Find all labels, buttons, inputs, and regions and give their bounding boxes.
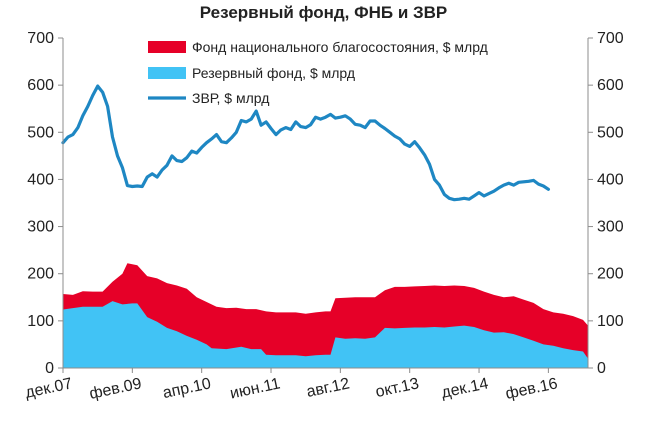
y-tick-label-left: 300 [27, 219, 54, 236]
y-tick-label-right: 100 [597, 313, 624, 330]
y-tick-label-right: 300 [597, 219, 624, 236]
y-tick-label-right: 0 [597, 360, 606, 377]
y-tick-label-right: 500 [597, 124, 624, 141]
legend-swatch-reserve-fund [148, 67, 186, 79]
series-line-zvr [61, 84, 550, 202]
legend-label-reserve-fund: Резервный фонд, $ млрд [192, 65, 355, 81]
y-tick-label-left: 100 [27, 313, 54, 330]
legend-label-fnb: Фонд национального благосостояния, $ млр… [192, 39, 488, 55]
x-tick-label: фев.16 [504, 375, 559, 403]
series-area-reserve-fund [63, 301, 588, 368]
x-tick-label: июн.11 [229, 375, 282, 402]
x-tick-label: апр.10 [161, 375, 212, 402]
y-tick-label-left: 200 [27, 266, 54, 283]
y-tick-label-right: 700 [597, 30, 624, 47]
x-tick-label: дек.07 [24, 375, 74, 402]
x-tick-label: авг.12 [305, 375, 351, 401]
y-tick-label-left: 600 [27, 77, 54, 94]
y-tick-label-left: 0 [45, 360, 54, 377]
y-tick-label-right: 600 [597, 77, 624, 94]
legend-swatch-fnb [148, 41, 186, 53]
x-tick-label: фев.09 [88, 375, 143, 403]
x-tick-label: дек.14 [440, 375, 490, 402]
y-tick-label-left: 500 [27, 124, 54, 141]
chart-title: Резервный фонд, ФНБ и ЗВР [199, 3, 448, 22]
legend-label-zvr: ЗВР, $ млрд [192, 90, 269, 106]
y-tick-label-left: 700 [27, 30, 54, 47]
y-tick-label-right: 400 [597, 171, 624, 188]
x-tick-label: окт.13 [374, 375, 421, 401]
y-tick-label-right: 200 [597, 266, 624, 283]
y-tick-label-left: 400 [27, 171, 54, 188]
